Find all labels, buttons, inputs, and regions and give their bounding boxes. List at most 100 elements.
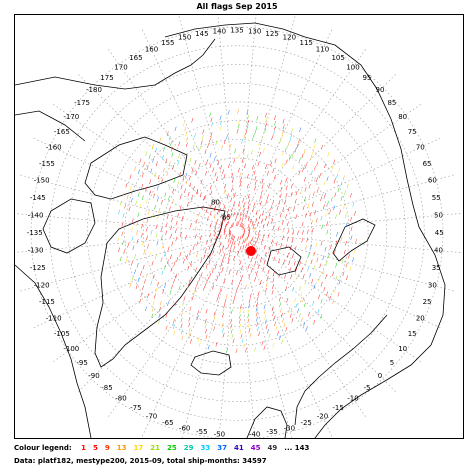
flag-marker: / (274, 126, 276, 132)
longitude-label: -100 (63, 345, 79, 353)
flag-marker: / (156, 241, 158, 247)
longitude-label: -140 (28, 211, 44, 219)
flag-marker: / (292, 165, 294, 171)
flag-marker: / (197, 310, 199, 316)
flag-marker: / (248, 253, 250, 259)
flag-marker: / (331, 197, 333, 203)
flag-marker: / (246, 237, 248, 243)
flag-marker: / (161, 178, 163, 184)
flag-marker: / (239, 173, 241, 179)
flag-marker: / (264, 245, 266, 251)
flag-marker: / (300, 189, 302, 195)
flag-marker: / (279, 297, 281, 303)
flag-marker: / (313, 284, 315, 290)
flag-marker: / (272, 343, 274, 349)
flag-marker: / (230, 240, 232, 246)
flag-marker: / (171, 218, 173, 224)
flag-marker: / (218, 292, 220, 298)
latitude-circle (180, 176, 294, 290)
longitude-label: -30 (284, 424, 295, 432)
flag-marker: / (250, 294, 252, 300)
flag-marker: / (272, 312, 274, 318)
flag-marker: / (169, 162, 171, 168)
flag-marker: / (334, 288, 336, 294)
flag-marker: / (347, 184, 349, 190)
flag-marker: / (323, 205, 325, 211)
flag-marker: / (210, 117, 212, 123)
flag-marker: / (249, 274, 251, 280)
flag-marker: / (134, 254, 136, 260)
flag-marker: / (252, 221, 254, 227)
flag-marker: / (261, 239, 263, 245)
flag-marker: / (171, 242, 173, 248)
flag-marker: / (282, 318, 284, 324)
flag-marker: / (247, 125, 249, 131)
flag-marker: / (222, 313, 224, 319)
flag-marker: / (280, 194, 282, 200)
flag-marker: / (335, 241, 337, 247)
flag-marker: / (316, 162, 318, 168)
flag-marker: / (156, 225, 158, 231)
polar-map[interactable]: / / / / / / / / / / / / / / / / / / / / / / / / / / / / / / / / / / / / / / / /… (15, 15, 463, 438)
flag-marker: / (349, 267, 351, 273)
flag-marker: / (189, 306, 191, 312)
flag-marker: / (235, 217, 237, 223)
longitude-label: -85 (101, 384, 112, 392)
flag-marker: / (272, 200, 274, 206)
flag-marker: / (127, 243, 129, 249)
longitude-label: -10 (347, 395, 358, 403)
flag-marker: / (169, 185, 171, 191)
flag-marker: / (295, 246, 297, 252)
flag-marker: / (200, 259, 202, 265)
flag-marker: / (290, 246, 292, 252)
flag-marker: / (131, 198, 133, 204)
flag-marker: / (324, 193, 326, 199)
flag-marker: / (344, 190, 346, 196)
coastline-svalbard (266, 246, 302, 276)
flag-marker: / (280, 187, 282, 193)
flag-marker: / (285, 214, 287, 220)
flag-marker: / (205, 171, 207, 177)
flag-marker: / (267, 171, 269, 177)
flag-marker: / (224, 299, 226, 305)
longitude-label: -115 (39, 298, 55, 306)
flag-marker: / (190, 276, 192, 282)
flag-marker: / (272, 168, 274, 174)
flag-marker: / (338, 167, 340, 173)
flag-marker: / (256, 322, 258, 328)
flag-marker: / (345, 241, 347, 247)
flag-marker: / (241, 265, 243, 271)
longitude-label: 165 (129, 54, 142, 62)
flag-marker: / (271, 239, 273, 245)
flag-marker: / (160, 301, 162, 307)
flag-marker: / (188, 192, 190, 198)
flag-marker: / (231, 235, 233, 241)
legend-item: 9 (104, 444, 110, 452)
flag-marker: / (190, 157, 192, 163)
flag-marker: / (214, 207, 216, 213)
flag-marker: / (338, 187, 340, 193)
flag-marker: / (145, 306, 147, 312)
flag-marker: / (294, 261, 296, 267)
flag-marker: / (240, 236, 242, 242)
flag-marker: / (238, 168, 240, 174)
longitude-label: 135 (230, 27, 243, 35)
flag-marker: / (267, 276, 269, 282)
coastline-scandinavia (314, 226, 446, 438)
flag-marker: / (325, 213, 327, 219)
flag-marker: / (321, 224, 323, 230)
flag-marker: / (209, 254, 211, 260)
flag-marker: / (149, 253, 151, 259)
flag-marker: / (210, 203, 212, 209)
flag-marker: / (256, 302, 258, 308)
flag-marker: / (193, 246, 195, 252)
graticule (15, 15, 461, 438)
flag-marker: / (229, 250, 231, 256)
flag-marker: / (331, 166, 333, 172)
flag-marker: / (253, 228, 255, 234)
flag-marker: / (237, 110, 239, 116)
flag-marker: / (335, 276, 337, 282)
longitude-label: 75 (408, 128, 417, 136)
flag-marker: / (299, 261, 301, 267)
flag-marker: / (175, 127, 177, 133)
